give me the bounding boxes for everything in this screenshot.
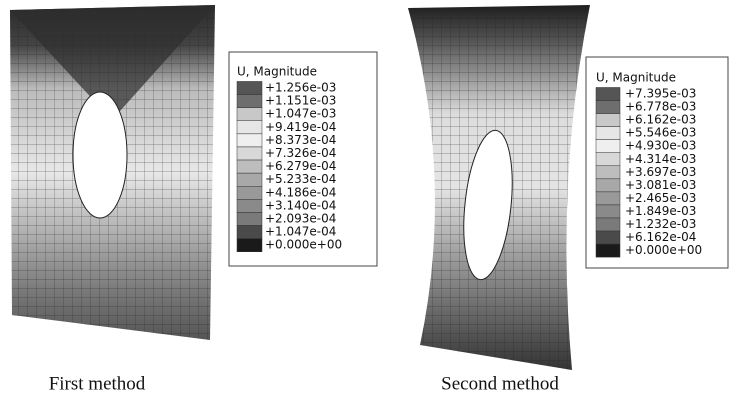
- legend-label: +0.000e+00: [265, 238, 342, 252]
- legend-label: +6.778e-03: [625, 100, 696, 114]
- legend-swatch: [237, 160, 262, 173]
- legend-swatch: [237, 212, 262, 225]
- legend-label: +7.395e-03: [625, 87, 696, 101]
- legend-swatch: [237, 173, 262, 186]
- legend-swatch: [596, 218, 620, 231]
- legend-swatch: [237, 121, 262, 134]
- legend-label: +1.256e-03: [265, 81, 336, 95]
- legend-label: +1.047e-03: [265, 107, 336, 121]
- figure: U, Magnitude U, Magnitude First method S…: [0, 0, 729, 401]
- legend-swatch: [596, 140, 620, 153]
- legend-label: +1.151e-03: [265, 94, 336, 108]
- legend-swatch: [237, 199, 262, 212]
- legend-label: +3.081e-03: [625, 178, 696, 192]
- plate-first: [10, 5, 215, 340]
- legend-swatch: [596, 153, 620, 166]
- legend-title: U, Magnitude: [237, 65, 317, 79]
- legend-label: +7.326e-04: [265, 146, 336, 160]
- legend-swatch: [596, 205, 620, 218]
- legend-label: +3.697e-03: [625, 165, 696, 179]
- legend-label: +8.373e-04: [265, 133, 336, 147]
- legend-label: +4.314e-03: [625, 152, 696, 166]
- legend-label: +5.546e-03: [625, 126, 696, 140]
- legend-swatch: [237, 134, 262, 147]
- legend-label: +9.419e-04: [265, 120, 336, 134]
- legend-label: +5.233e-04: [265, 172, 336, 186]
- legend-swatch: [237, 147, 262, 160]
- caption: Second method: [441, 373, 559, 394]
- legend-title: U, Magnitude: [596, 71, 676, 85]
- legend-swatch: [237, 108, 262, 121]
- plate-second: [408, 5, 590, 370]
- legend-swatch: [596, 231, 620, 244]
- legend-swatch: [596, 192, 620, 205]
- legend-swatch: [596, 166, 620, 179]
- legend-swatch: [237, 239, 262, 252]
- legend-swatch: [596, 244, 620, 257]
- legend-label: +6.162e-04: [625, 230, 696, 244]
- legend-label: +4.186e-04: [265, 185, 336, 199]
- caption: First method: [49, 373, 146, 394]
- legend-swatch: [237, 226, 262, 239]
- legend-swatch: [237, 186, 262, 199]
- legend-swatch: [596, 114, 620, 127]
- legend-label: +2.093e-04: [265, 212, 336, 226]
- legend-swatch: [596, 179, 620, 192]
- legend-label: +4.930e-03: [625, 139, 696, 153]
- legend-swatch: [596, 87, 620, 100]
- legend-label: +0.000e+00: [625, 243, 702, 257]
- legend-label: +1.232e-03: [625, 217, 696, 231]
- legend-label: +1.849e-03: [625, 204, 696, 218]
- legend-label: +2.465e-03: [625, 191, 696, 205]
- legend-swatch: [237, 81, 262, 94]
- legend-swatch: [237, 95, 262, 108]
- legend-label: +6.279e-04: [265, 159, 336, 173]
- legend-label: +6.162e-03: [625, 113, 696, 127]
- legend-label: +1.047e-04: [265, 225, 336, 239]
- legend-label: +3.140e-04: [265, 198, 336, 212]
- legend-swatch: [596, 127, 620, 140]
- legend-swatch: [596, 101, 620, 114]
